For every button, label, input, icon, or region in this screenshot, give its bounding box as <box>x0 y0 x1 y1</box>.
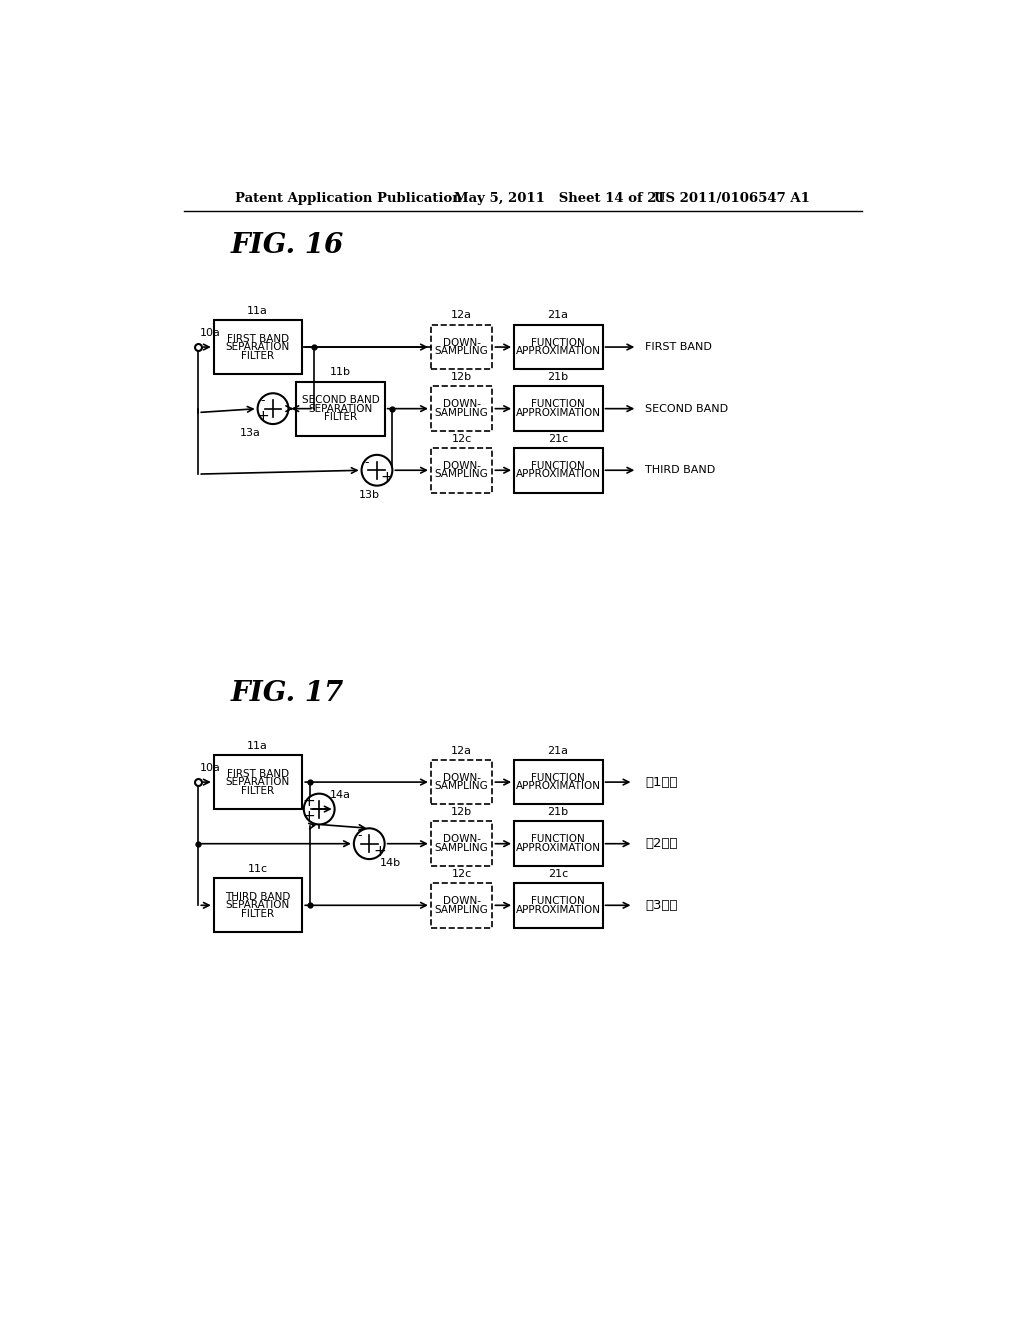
Text: FILTER: FILTER <box>242 785 274 796</box>
Text: 11c: 11c <box>248 865 267 874</box>
Text: 21c: 21c <box>548 434 568 444</box>
Text: 21b: 21b <box>548 807 568 817</box>
Text: FUNCTION: FUNCTION <box>531 896 585 906</box>
Text: 10a: 10a <box>200 329 220 338</box>
Text: THIRD BAND: THIRD BAND <box>645 465 715 475</box>
Text: Patent Application Publication: Patent Application Publication <box>234 191 461 205</box>
Text: +: + <box>373 843 386 859</box>
Bar <box>431 883 493 928</box>
Text: APPROXIMATION: APPROXIMATION <box>516 904 601 915</box>
Text: SEPARATION: SEPARATION <box>226 900 290 911</box>
Text: -: - <box>357 829 361 842</box>
Circle shape <box>361 455 392 486</box>
Circle shape <box>304 793 335 825</box>
Text: SAMPLING: SAMPLING <box>435 843 488 853</box>
Bar <box>431 447 493 492</box>
Bar <box>431 821 493 866</box>
Text: US 2011/0106547 A1: US 2011/0106547 A1 <box>654 191 810 205</box>
Text: FUNCTION: FUNCTION <box>531 338 585 347</box>
Text: DOWN-: DOWN- <box>442 834 480 845</box>
Text: FIRST BAND: FIRST BAND <box>227 334 289 343</box>
Text: SEPARATION: SEPARATION <box>226 777 290 787</box>
Text: 11a: 11a <box>247 306 268 315</box>
Text: 12c: 12c <box>452 869 472 879</box>
Text: FILTER: FILTER <box>242 908 274 919</box>
Text: DOWN-: DOWN- <box>442 774 480 783</box>
Text: 21c: 21c <box>548 869 568 879</box>
Text: 第1帯域: 第1帯域 <box>645 776 678 788</box>
Bar <box>214 321 302 374</box>
Text: 13b: 13b <box>358 490 380 500</box>
Text: FUNCTION: FUNCTION <box>531 774 585 783</box>
Text: FUNCTION: FUNCTION <box>531 461 585 471</box>
Text: 14b: 14b <box>380 858 401 869</box>
Bar <box>514 325 602 370</box>
Text: FILTER: FILTER <box>242 351 274 360</box>
Text: 14a: 14a <box>331 791 351 800</box>
Text: 12b: 12b <box>452 372 472 381</box>
Text: SECOND BAND: SECOND BAND <box>645 404 728 413</box>
Text: May 5, 2011   Sheet 14 of 21: May 5, 2011 Sheet 14 of 21 <box>454 191 666 205</box>
Text: 21b: 21b <box>548 372 568 381</box>
Text: SEPARATION: SEPARATION <box>308 404 373 413</box>
Text: APPROXIMATION: APPROXIMATION <box>516 346 601 356</box>
Text: +: + <box>381 470 393 486</box>
Bar <box>514 760 602 804</box>
Bar <box>296 381 385 436</box>
Text: APPROXIMATION: APPROXIMATION <box>516 408 601 418</box>
Text: FILTER: FILTER <box>324 412 357 422</box>
Bar <box>431 325 493 370</box>
Text: 21a: 21a <box>548 310 568 321</box>
Text: FIG. 17: FIG. 17 <box>230 680 344 708</box>
Bar <box>431 387 493 430</box>
Text: +: + <box>257 409 269 424</box>
Text: APPROXIMATION: APPROXIMATION <box>516 470 601 479</box>
Text: 12b: 12b <box>452 807 472 817</box>
Text: SAMPLING: SAMPLING <box>435 408 488 418</box>
Text: 12a: 12a <box>452 746 472 755</box>
Text: SAMPLING: SAMPLING <box>435 346 488 356</box>
Bar <box>514 387 602 430</box>
Text: -: - <box>261 395 265 408</box>
Bar <box>431 760 493 804</box>
Text: DOWN-: DOWN- <box>442 400 480 409</box>
Text: 第2帯域: 第2帯域 <box>645 837 678 850</box>
Text: SAMPLING: SAMPLING <box>435 470 488 479</box>
Bar <box>514 883 602 928</box>
Text: FUNCTION: FUNCTION <box>531 400 585 409</box>
Text: 11a: 11a <box>247 741 268 751</box>
Text: SAMPLING: SAMPLING <box>435 904 488 915</box>
Text: 11b: 11b <box>330 367 350 378</box>
Text: +: + <box>303 809 315 824</box>
Text: APPROXIMATION: APPROXIMATION <box>516 781 601 791</box>
Text: APPROXIMATION: APPROXIMATION <box>516 843 601 853</box>
Text: FIRST BAND: FIRST BAND <box>645 342 712 352</box>
Text: +: + <box>303 793 315 809</box>
Bar <box>214 878 302 932</box>
Text: DOWN-: DOWN- <box>442 338 480 347</box>
Text: SECOND BAND: SECOND BAND <box>301 395 379 405</box>
Text: SAMPLING: SAMPLING <box>435 781 488 791</box>
Text: DOWN-: DOWN- <box>442 896 480 906</box>
Text: 10a: 10a <box>200 763 220 774</box>
Bar <box>214 755 302 809</box>
Text: 13a: 13a <box>240 428 260 438</box>
Text: DOWN-: DOWN- <box>442 461 480 471</box>
Text: FUNCTION: FUNCTION <box>531 834 585 845</box>
Text: SEPARATION: SEPARATION <box>226 342 290 352</box>
Text: -: - <box>365 455 370 469</box>
Text: THIRD BAND: THIRD BAND <box>225 892 291 902</box>
Text: 21a: 21a <box>548 746 568 755</box>
Circle shape <box>258 393 289 424</box>
Text: 第3帯域: 第3帯域 <box>645 899 678 912</box>
Text: 12c: 12c <box>452 434 472 444</box>
Bar <box>514 447 602 492</box>
Bar <box>514 821 602 866</box>
Text: 12a: 12a <box>452 310 472 321</box>
Text: FIRST BAND: FIRST BAND <box>227 768 289 779</box>
Circle shape <box>354 829 385 859</box>
Text: FIG. 16: FIG. 16 <box>230 232 344 259</box>
